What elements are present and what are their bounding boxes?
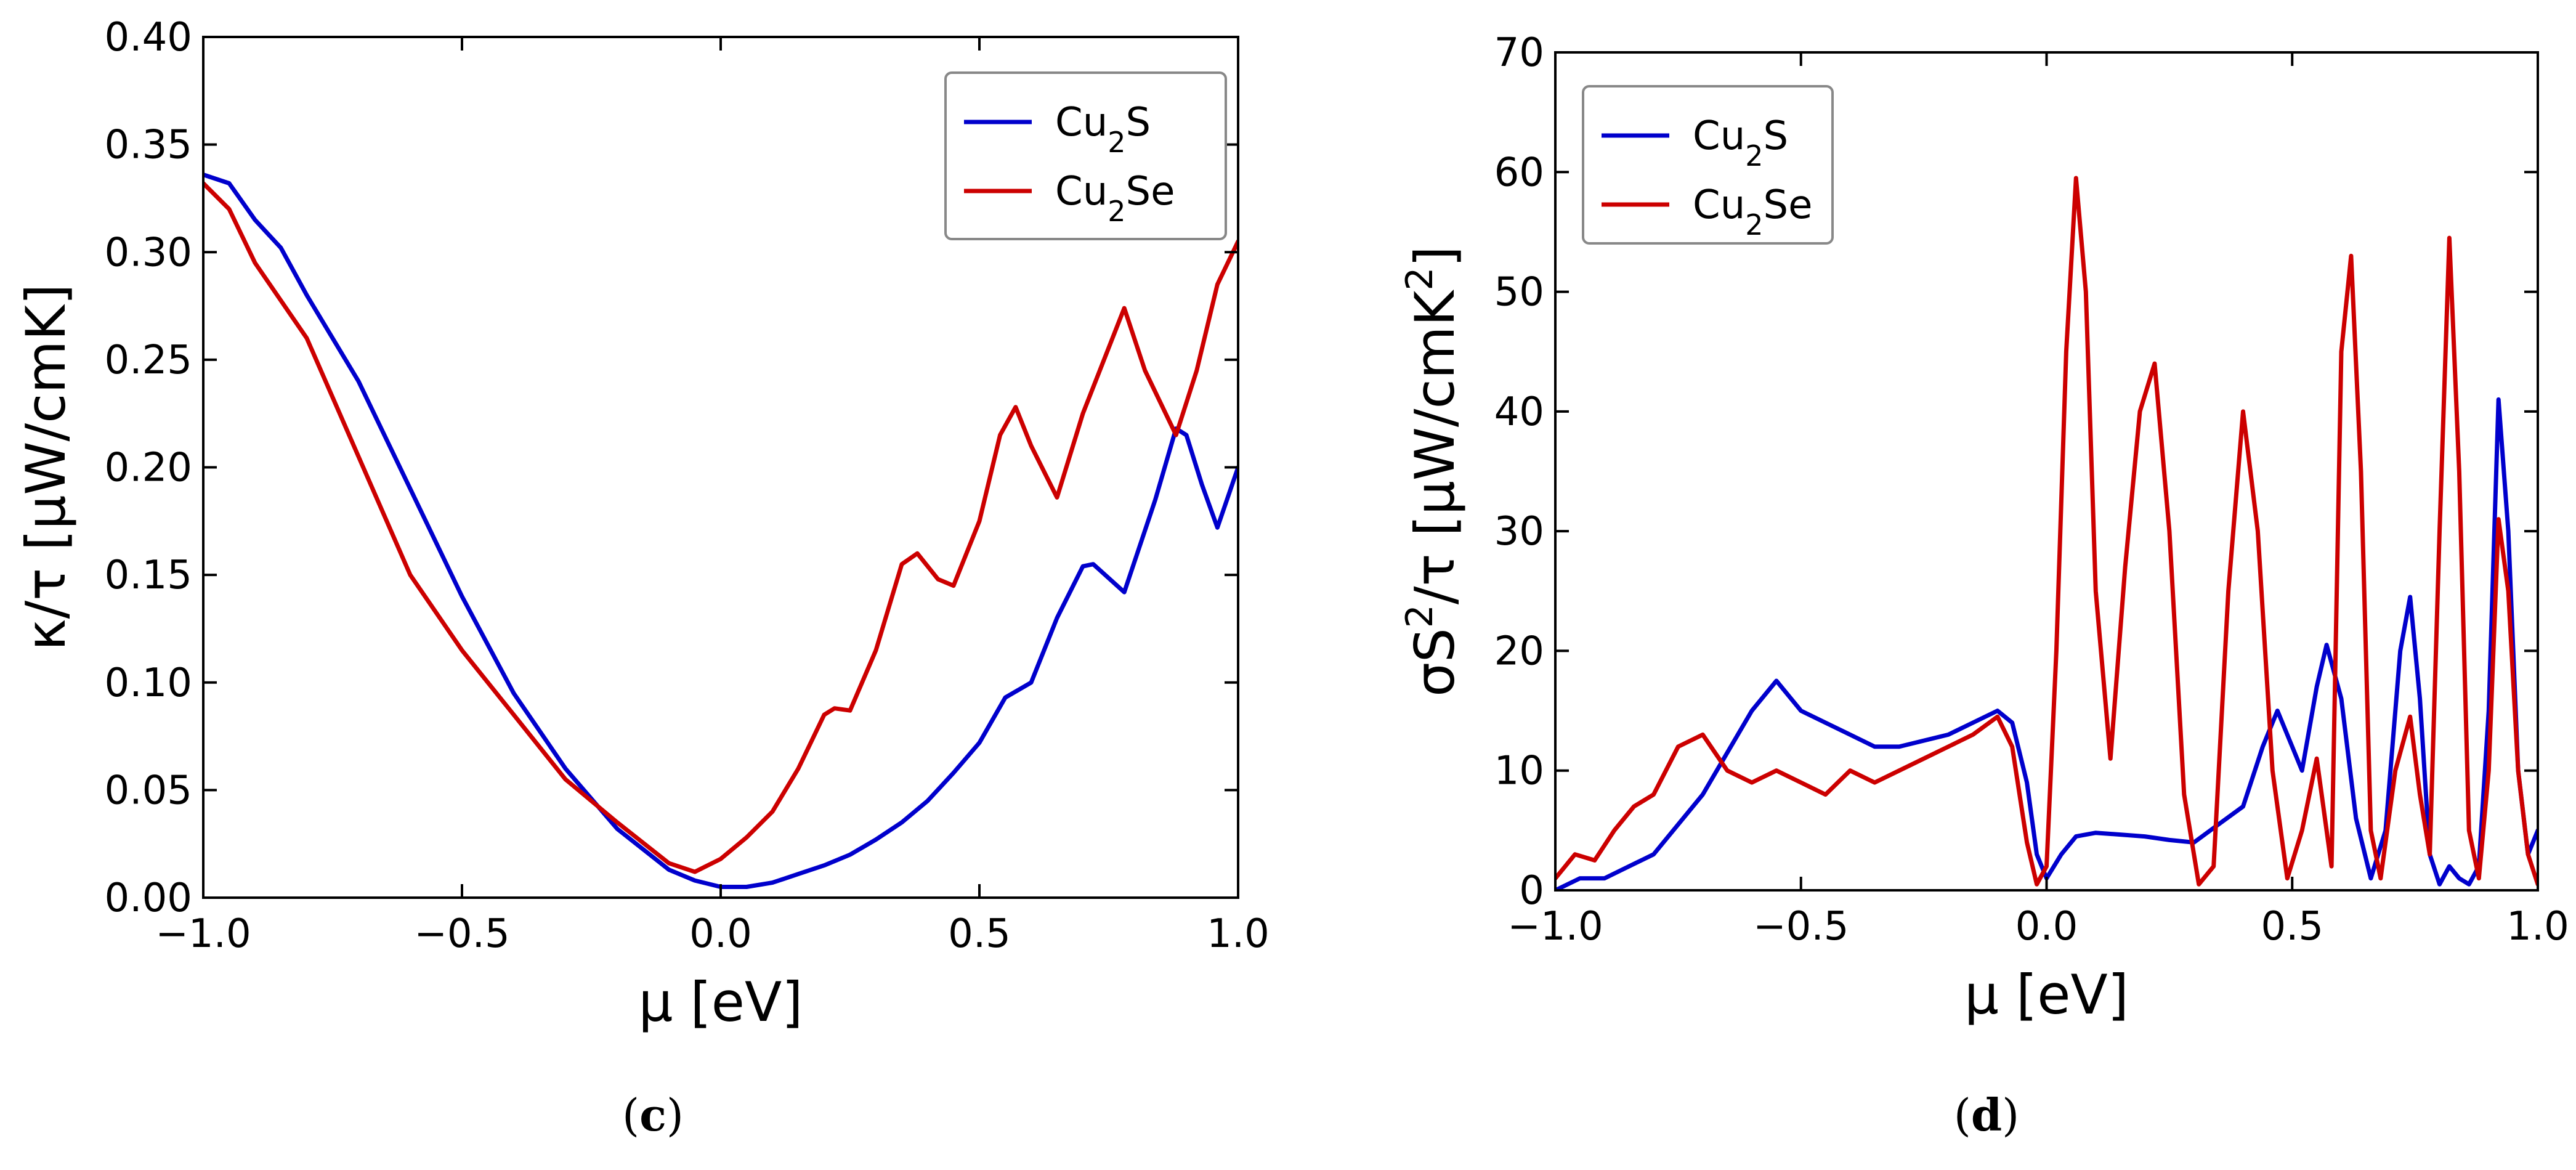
x-tick-label: −0.5 <box>414 911 509 957</box>
legend: Cu2S Cu2Se <box>944 71 1227 240</box>
y-tick-label: 0.30 <box>105 230 193 275</box>
series-line-cu2s <box>1555 397 2538 890</box>
x-axis-label: μ [eV] <box>639 970 803 1034</box>
y-tick-label: 0.00 <box>105 875 193 921</box>
x-tick-label: 0.5 <box>948 911 1011 957</box>
y-tick-label: 0.35 <box>105 123 193 168</box>
panel-c: −1.0 −0.5 0.0 0.5 1.0 0.00 0.05 0.10 0.15 0.20 0.2… <box>14 15 1270 1141</box>
y-tick-label: 0.15 <box>105 553 193 598</box>
y-tick-label: 20 <box>1494 628 1544 674</box>
legend: Cu2S Cu2Se <box>1582 85 1834 245</box>
y-tick-label: 70 <box>1494 30 1544 76</box>
y-tick-label: 60 <box>1494 150 1544 195</box>
panel-d: −1.0 −0.5 0.0 0.5 1.0 0 10 20 30 40 50 60 70 μ [eV] σS… <box>1398 30 2569 1141</box>
x-tick-label: 0.0 <box>689 911 752 957</box>
legend-label: Cu2Se <box>1693 182 1813 242</box>
x-tick-label: 1.0 <box>1207 911 1270 957</box>
series-line-cu2se <box>203 181 1238 874</box>
series-line-cu2s <box>203 173 1238 889</box>
y-axis-label: σS2/τ [μW/cmK2] <box>1398 246 1467 697</box>
y-tick-label: 30 <box>1494 509 1544 555</box>
x-tick-label: −0.5 <box>1753 904 1849 949</box>
panel-caption: (d) <box>1954 1089 2020 1141</box>
legend-box <box>944 71 1227 240</box>
x-tick-label: −1.0 <box>155 911 251 957</box>
y-tick-label: 0.10 <box>105 660 193 706</box>
legend-label: Cu2Se <box>1055 169 1175 228</box>
x-tick-label: −1.0 <box>1507 904 1603 949</box>
x-tick-label: 1.0 <box>2506 904 2569 949</box>
y-tick-label: 0.25 <box>105 338 193 383</box>
x-axis-label: μ [eV] <box>1964 963 2129 1026</box>
legend-label: Cu2S <box>1055 100 1151 159</box>
legend-label: Cu2S <box>1693 113 1788 173</box>
y-axis-label: κ/τ [μW/cmK] <box>14 284 78 651</box>
y-tick-label: 50 <box>1494 270 1544 315</box>
y-tick-label: 10 <box>1494 749 1544 794</box>
series-line-cu2se <box>1555 176 2538 887</box>
y-tick-label: 0.05 <box>105 768 193 813</box>
y-tick-label: 40 <box>1494 389 1544 435</box>
x-tick-label: 0.0 <box>2015 904 2078 949</box>
y-tick-label: 0.40 <box>105 15 193 60</box>
y-tick-label: 0.20 <box>105 445 193 491</box>
y-tick-label: 0 <box>1519 868 1544 914</box>
x-tick-label: 0.5 <box>2261 904 2323 949</box>
panel-caption: (c) <box>622 1089 684 1141</box>
